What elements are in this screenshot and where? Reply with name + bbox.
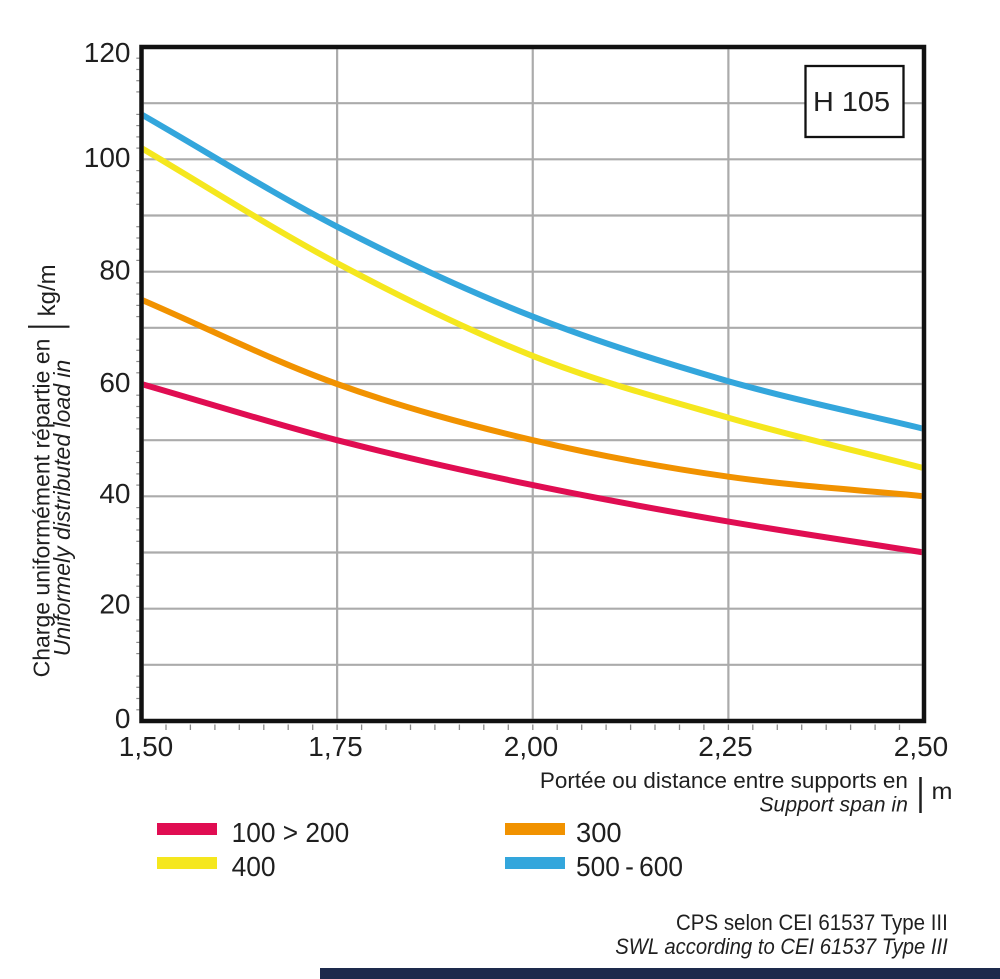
svg-text:60: 60 [99, 367, 130, 398]
svg-text:Support span in: Support span in [759, 794, 908, 817]
svg-text:2,50: 2,50 [894, 731, 949, 762]
svg-text:100 > 200: 100 > 200 [232, 817, 350, 848]
svg-text:500 - 600: 500 - 600 [576, 851, 683, 882]
svg-text:H 105: H 105 [813, 86, 890, 117]
svg-text:Portée ou distance entre suppo: Portée ou distance entre supports en [540, 768, 908, 793]
svg-text:300: 300 [576, 817, 622, 848]
svg-text:1,50: 1,50 [119, 731, 174, 762]
svg-text:80: 80 [99, 255, 130, 286]
svg-text:20: 20 [99, 589, 130, 620]
svg-text:2,00: 2,00 [504, 731, 559, 762]
svg-text:100: 100 [84, 142, 131, 173]
svg-text:0: 0 [115, 703, 131, 734]
svg-text:400: 400 [232, 851, 276, 882]
svg-text:2,25: 2,25 [698, 731, 753, 762]
svg-text:SWL according to CEI 61537 Typ: SWL according to CEI 61537 Type III [615, 934, 948, 959]
svg-text:120: 120 [84, 37, 131, 68]
svg-text:40: 40 [99, 478, 130, 509]
svg-text:Uniformely distributed load in: Uniformely distributed load in [49, 360, 75, 657]
svg-text:m: m [932, 778, 953, 804]
svg-text:CPS selon CEI 61537 Type III: CPS selon CEI 61537 Type III [676, 910, 948, 935]
svg-text:Charge uniformément répartie e: Charge uniformément répartie en [29, 339, 55, 678]
svg-text:1,75: 1,75 [308, 731, 363, 762]
svg-text:kg/m: kg/m [34, 264, 61, 316]
